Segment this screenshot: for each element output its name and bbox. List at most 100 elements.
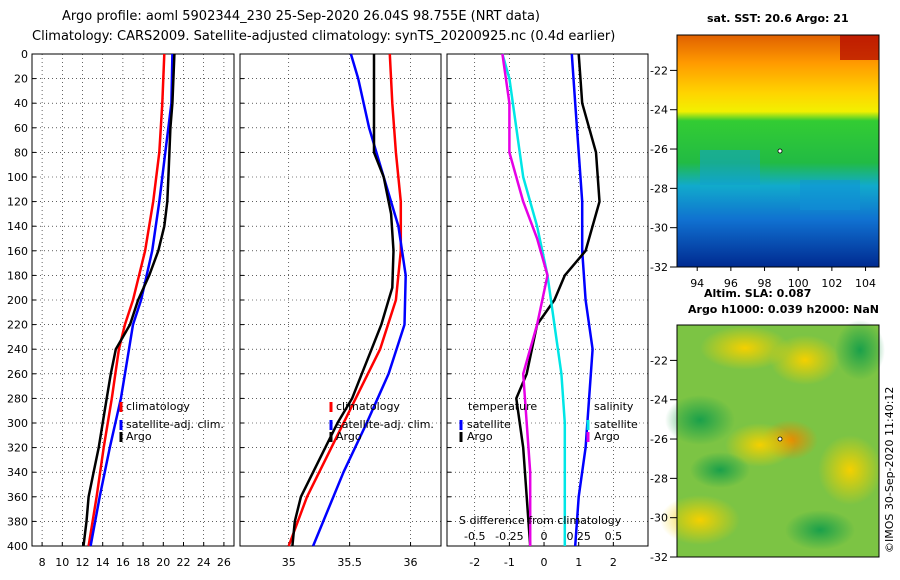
map-x-tick-label: 96 xyxy=(724,277,738,290)
data-lines xyxy=(82,53,601,547)
x-tick-label: 1 xyxy=(575,556,582,569)
map-y-tick-label: -24 xyxy=(650,394,668,407)
chart-title-line1: Argo profile: aoml 5902344_230 25-Sep-20… xyxy=(62,9,540,24)
depth-tick-label: 380 xyxy=(7,515,28,528)
map-y-tick-label: -28 xyxy=(650,472,668,485)
salinity-climatology-line xyxy=(287,53,403,547)
map-x-tick-label: 94 xyxy=(690,277,704,290)
sla-blob xyxy=(785,510,855,550)
salinity-argo-line xyxy=(291,54,395,547)
x-tick-label: -2 xyxy=(469,556,480,569)
map-x-tick-label: 100 xyxy=(788,277,809,290)
legend-temp-satellite-label: satellite xyxy=(467,418,511,431)
depth-tick-label: 60 xyxy=(14,122,28,135)
grid xyxy=(32,53,648,547)
sla-blob xyxy=(665,395,735,445)
tick-labels: 0204060801001201401601802002202402602803… xyxy=(7,48,622,569)
depth-tick-label: 120 xyxy=(7,196,28,209)
temperature-argo-line xyxy=(82,53,176,547)
x-tick-label: 14 xyxy=(96,556,110,569)
diff-salinity-argo-line xyxy=(501,53,549,546)
x-tick-label: 18 xyxy=(136,556,150,569)
depth-tick-label: 140 xyxy=(7,220,28,233)
top-tick-label: 0.5 xyxy=(605,530,623,543)
map-y-tick-label: -30 xyxy=(650,222,668,235)
sst-warm-corner xyxy=(840,35,879,60)
sla-frame xyxy=(676,324,880,558)
chart-title-line2: Climatology: CARS2009. Satellite-adjuste… xyxy=(32,29,615,44)
diff-temperature-satellite-line xyxy=(570,53,594,547)
map-x-tick-label: 98 xyxy=(758,277,772,290)
legend-climatology-label: climatology xyxy=(126,400,190,413)
depth-tick-label: 20 xyxy=(14,73,28,86)
depth-tick-label: 340 xyxy=(7,466,28,479)
salinity-satellite-line xyxy=(311,53,407,547)
difference-legend: temperature satellite Argo salinity sate… xyxy=(459,400,638,527)
legend-climatology-label: climatology xyxy=(336,400,400,413)
top-tick-label: 0.25 xyxy=(566,530,591,543)
sst-map-title: sat. SST: 20.6 Argo: 21 xyxy=(707,12,849,25)
sla-blob xyxy=(818,435,882,505)
x-tick-label: 22 xyxy=(177,556,191,569)
legend-argo-label: Argo xyxy=(336,430,362,443)
sla-map-title-line2: Argo h1000: 0.039 h2000: NaN xyxy=(688,303,879,316)
argo-location-marker xyxy=(777,148,783,154)
diff-temperature-argo-line xyxy=(515,53,601,547)
depth-tick-label: 40 xyxy=(14,97,28,110)
sla-map-title-line1: Altim. SLA: 0.087 xyxy=(704,287,811,300)
depth-tick-label: 200 xyxy=(7,294,28,307)
sla-blob xyxy=(835,320,885,380)
credit-text: ©IMOS 30-Sep-2020 11:40:12 xyxy=(883,387,896,553)
temperature-legend: climatology satellite-adj. clim. Argo xyxy=(119,400,224,443)
map-y-tick-label: -22 xyxy=(650,354,668,367)
sla-map xyxy=(660,320,885,558)
x-tick-label: -1 xyxy=(504,556,515,569)
x-tick-label: 24 xyxy=(197,556,211,569)
depth-tick-label: 240 xyxy=(7,343,28,356)
x-tick-label: 26 xyxy=(217,556,231,569)
sla-blob xyxy=(725,423,795,467)
sla-blob xyxy=(690,452,750,488)
depth-tick-label: 320 xyxy=(7,442,28,455)
x-tick-label: 12 xyxy=(76,556,90,569)
sst-cool-patch xyxy=(700,150,760,185)
top-tick-label: 0 xyxy=(541,530,548,543)
depth-tick-label: 0 xyxy=(21,48,28,61)
x-tick-label: 35 xyxy=(282,556,296,569)
top-tick-label: -0.5 xyxy=(464,530,485,543)
depth-tick-label: 100 xyxy=(7,171,28,184)
temperature-climatology-line xyxy=(87,53,166,547)
legend-satellite-label: satellite-adj. clim. xyxy=(336,418,434,431)
x-tick-label: 10 xyxy=(55,556,69,569)
legend-temp-argo-label: Argo xyxy=(467,430,493,443)
map-x-tick-label: 104 xyxy=(855,277,876,290)
sst-frame xyxy=(676,34,880,268)
legend-salinity-heading: salinity xyxy=(594,400,634,413)
depth-tick-label: 180 xyxy=(7,269,28,282)
depth-tick-label: 400 xyxy=(7,540,28,553)
x-tick-label: 16 xyxy=(116,556,130,569)
sst-cool-patch xyxy=(800,180,860,210)
depth-tick-label: 220 xyxy=(7,319,28,332)
depth-tick-label: 360 xyxy=(7,491,28,504)
legend-sal-argo-label: Argo xyxy=(594,430,620,443)
top-tick-label: -0.25 xyxy=(495,530,523,543)
map-y-tick-label: -30 xyxy=(650,512,668,525)
x-tick-label: 8 xyxy=(39,556,46,569)
depth-tick-label: 160 xyxy=(7,245,28,258)
depth-tick-label: 80 xyxy=(14,146,28,159)
argo-location-marker xyxy=(777,436,783,442)
x-tick-label: 0 xyxy=(541,556,548,569)
map-y-tick-label: -28 xyxy=(650,182,668,195)
legend-satellite-label: satellite-adj. clim. xyxy=(126,418,224,431)
x-tick-label: 35.5 xyxy=(337,556,362,569)
map-x-tick-label: 102 xyxy=(821,277,842,290)
legend-sal-satellite-label: satellite xyxy=(594,418,638,431)
map-y-tick-label: -32 xyxy=(650,551,668,564)
sla-blob xyxy=(660,495,740,545)
sla-blob xyxy=(770,335,840,385)
map-tick-labels: -22 -24 -26 -28 -30 -32 94 96 98 100 102 104 -22 -24 -… xyxy=(650,64,876,564)
temperature-satellite-line xyxy=(89,53,174,547)
difference-axis-title: S difference from climatology xyxy=(459,514,622,527)
